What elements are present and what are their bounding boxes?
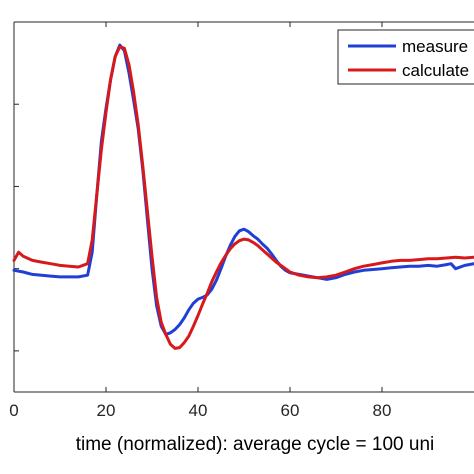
axes: 0 20 40 60 80 xyxy=(9,21,474,420)
series-line-calculate xyxy=(12,45,474,350)
series-layer xyxy=(12,43,474,350)
series-line-measure xyxy=(12,43,474,336)
legend-label-measure: measure xyxy=(402,37,468,56)
legend-label-calculate: calculate xyxy=(402,61,469,80)
legend-box xyxy=(337,29,474,85)
x-axis-label: time (normalized): average cycle = 100 u… xyxy=(76,434,435,455)
x-tick-label: 80 xyxy=(373,401,392,420)
x-tick-label: 40 xyxy=(189,401,208,420)
x-tick-label: 0 xyxy=(9,401,18,420)
x-tick-label: 20 xyxy=(97,401,116,420)
legend: measure calculate xyxy=(337,29,474,85)
x-tick-label: 60 xyxy=(281,401,300,420)
